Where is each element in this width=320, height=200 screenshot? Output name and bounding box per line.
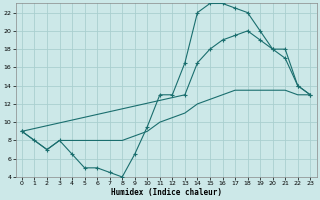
X-axis label: Humidex (Indice chaleur): Humidex (Indice chaleur): [111, 188, 221, 197]
